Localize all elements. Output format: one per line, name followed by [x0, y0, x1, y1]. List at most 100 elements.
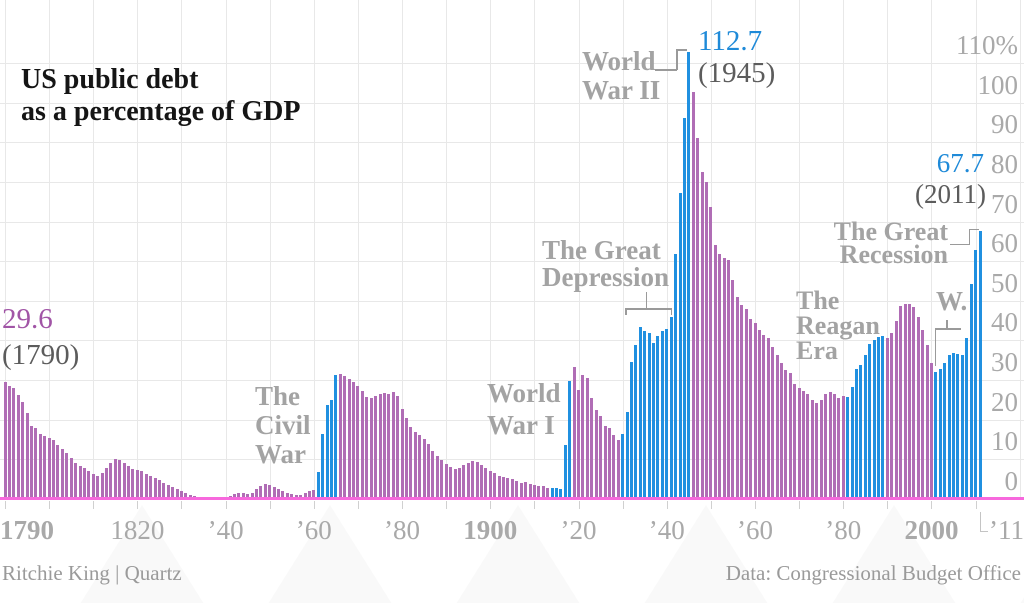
vertical-gridline: [313, 0, 315, 499]
x-axis-tick: [269, 501, 271, 509]
debt-bar-1923: [590, 397, 594, 499]
debt-bar-1983: [854, 369, 858, 499]
debt-bar-1950: [709, 207, 713, 499]
debt-bar-1925: [599, 415, 603, 499]
debt-bar-1912: [541, 486, 545, 499]
wwi-label-line2: War I: [487, 410, 555, 440]
vertical-gridline: [931, 0, 933, 499]
x-axis-tick: [49, 501, 51, 509]
y-axis-label-50: 50: [991, 267, 1018, 298]
debt-bar-1971: [802, 390, 806, 499]
debt-bar-1945: [687, 52, 691, 499]
debt-bar-1990: [885, 338, 889, 499]
debt-bar-1807: [78, 465, 82, 499]
great-depression-label: The Great Depression: [542, 237, 669, 291]
x-axis-tick: [843, 501, 845, 509]
x-axis-tick: [5, 501, 6, 509]
debt-bar-1896: [471, 461, 475, 499]
horizontal-gridline: [0, 142, 1024, 144]
debt-bar-1931: [625, 411, 629, 499]
y-axis-label-40: 40: [991, 307, 1018, 338]
debt-bar-1820: [135, 470, 139, 499]
debt-bar-1978: [832, 393, 836, 499]
debt-bar-1934: [638, 327, 642, 499]
debt-bar-1801: [52, 440, 56, 499]
debt-bar-1881: [404, 417, 408, 499]
debt-bar-1967: [784, 370, 788, 499]
debt-bar-1802: [56, 444, 60, 499]
debt-bar-1843: [237, 492, 241, 499]
title-line-1: US public debt: [21, 64, 199, 95]
debt-bar-1902: [497, 475, 501, 499]
debt-bar-1856: [294, 494, 298, 499]
debt-bar-1916: [559, 488, 563, 499]
wwii-connector-h2: [676, 49, 687, 51]
x-axis-tick: [446, 501, 448, 509]
reagan-era-label-line1: The: [796, 286, 840, 315]
vertical-gridline: [446, 0, 448, 499]
debt-bar-1884: [418, 434, 422, 499]
debt-bar-1894: [462, 464, 466, 499]
x-axis-tick: [181, 501, 183, 509]
civil-war-label-line1: The: [255, 381, 301, 411]
great-depression-label-line2: Depression: [542, 262, 670, 292]
debt-bar-1825: [157, 480, 161, 499]
x-axis-label-1900: 1900: [463, 515, 518, 545]
debt-bar-1861: [316, 472, 320, 499]
x-axis-label-2000: 2000: [904, 515, 959, 545]
x-axis-label-40: ’40: [207, 515, 244, 545]
debt-bar-1824: [153, 477, 157, 499]
debt-bar-1828: [171, 486, 175, 499]
y-axis-label-0: 0: [1004, 466, 1019, 496]
debt-bar-1998: [921, 329, 925, 499]
debt-bar-1868: [347, 378, 351, 499]
debt-bar-1878: [391, 391, 395, 499]
debt-bar-1869: [352, 381, 356, 499]
debt-bar-1889: [440, 460, 444, 499]
debt-bar-1897: [475, 462, 479, 499]
debt-bar-1935: [643, 330, 647, 499]
debt-bar-2001: [934, 371, 938, 499]
debt-bar-1982: [850, 386, 854, 499]
debt-bar-1890: [444, 464, 448, 499]
horizontal-gridline: [0, 380, 1024, 382]
debt-bar-1915: [554, 488, 558, 499]
x-axis-tick: [490, 501, 492, 509]
debt-bar-1847: [254, 489, 258, 499]
great-recession-label: The Great Recession: [834, 219, 948, 268]
vertical-gridline: [181, 0, 183, 499]
debt-bar-1942: [674, 254, 678, 499]
debt-bar-1968: [788, 373, 792, 499]
debt-bar-1987: [872, 339, 876, 499]
debt-bar-1905: [510, 479, 514, 499]
debt-bar-1826: [162, 482, 166, 499]
debt-bar-1804: [65, 453, 69, 499]
debt-bar-1970: [797, 388, 801, 499]
y-axis-label-60: 60: [991, 228, 1018, 259]
debt-bar-1792: [12, 388, 16, 499]
wwi-label-line1: World: [487, 378, 561, 408]
debt-bar-1864: [329, 399, 333, 499]
horizontal-gridline: [0, 459, 1024, 461]
debt-bar-1870: [356, 385, 360, 499]
debt-bar-1882: [409, 426, 413, 499]
debt-bar-1819: [131, 469, 135, 499]
debt-bar-1888: [435, 456, 439, 499]
great-depression-bracket-stem: [645, 292, 647, 309]
debt-bar-1955: [731, 280, 735, 499]
debt-bar-1863: [325, 405, 329, 499]
debt-bar-2002: [938, 369, 942, 499]
debt-bar-1806: [74, 462, 78, 499]
debt-bar-1813: [104, 468, 108, 499]
callout-1790-year: (1790): [2, 339, 80, 371]
debt-bar-1873: [369, 398, 373, 499]
x-axis-tick: [402, 501, 404, 509]
debt-bar-1898: [479, 464, 483, 499]
debt-bar-1822: [144, 474, 148, 499]
debt-bar-1798: [38, 433, 42, 499]
y-axis-label-100: 100: [977, 69, 1019, 100]
debt-bar-1891: [449, 467, 453, 499]
debt-bar-1922: [585, 378, 589, 499]
